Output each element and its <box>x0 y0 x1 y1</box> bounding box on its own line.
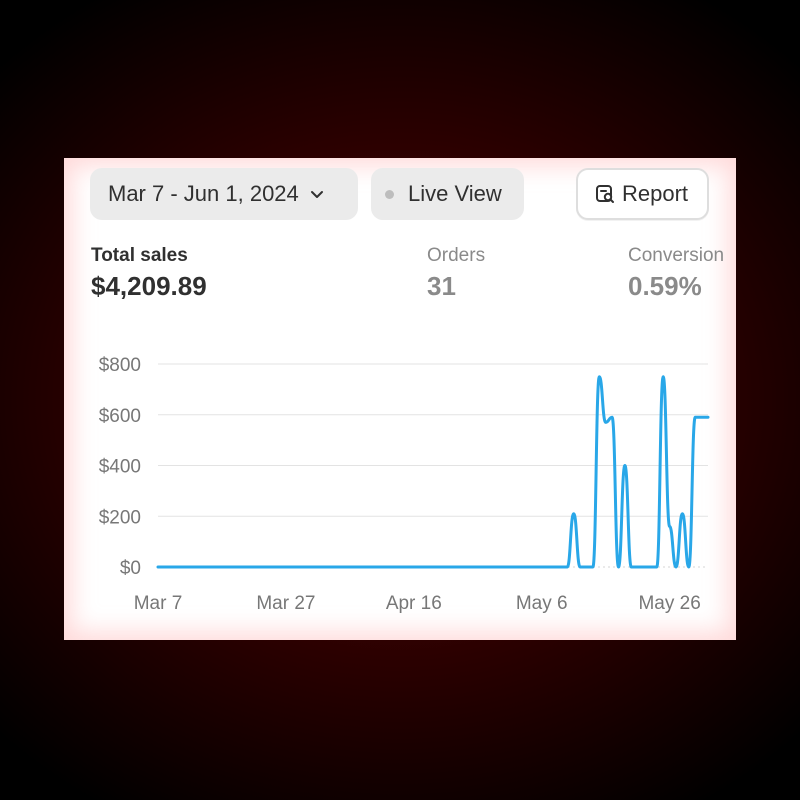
sales-line-chart: $0 $200 $400 $600 $800 Mar 7 Mar 27 Apr 16 May … <box>99 355 710 614</box>
status-dot-icon <box>385 189 394 199</box>
chart-series <box>156 375 710 569</box>
sales-series-line <box>156 375 710 569</box>
y-tick-label: $200 <box>99 507 141 528</box>
y-tick-label: $0 <box>120 558 141 579</box>
report-button[interactable]: Report <box>576 168 709 220</box>
report-search-icon <box>594 183 616 205</box>
total-sales-value: $4,209.89 <box>91 271 207 301</box>
x-axis-ticks: Mar 7 Mar 27 Apr 16 May 6 May 26 <box>134 593 701 614</box>
analytics-card: Mar 7 - Jun 1, 2024 Live View Report Tot… <box>64 158 736 640</box>
date-range-picker[interactable]: Mar 7 - Jun 1, 2024 <box>90 168 358 220</box>
report-label: Report <box>622 181 689 206</box>
x-tick-label: Mar 7 <box>134 593 183 614</box>
x-tick-label: Mar 27 <box>256 593 315 614</box>
y-tick-label: $800 <box>99 355 141 376</box>
orders-label: Orders <box>427 245 486 266</box>
live-view-label: Live View <box>408 181 502 206</box>
y-axis-ticks: $0 $200 $400 $600 $800 <box>99 355 141 579</box>
total-sales-label: Total sales <box>91 245 188 266</box>
x-tick-label: May 26 <box>638 593 700 614</box>
y-tick-label: $600 <box>99 406 141 427</box>
orders-value: 31 <box>427 271 456 301</box>
live-view-button[interactable]: Live View <box>371 168 524 220</box>
chevron-down-icon <box>309 186 325 202</box>
x-tick-label: Apr 16 <box>386 593 442 614</box>
x-tick-label: May 6 <box>516 593 568 614</box>
date-range-label: Mar 7 - Jun 1, 2024 <box>108 181 299 206</box>
conversion-label: Conversion <box>628 245 725 266</box>
y-tick-label: $400 <box>99 457 141 478</box>
conversion-value: 0.59% <box>628 271 702 301</box>
